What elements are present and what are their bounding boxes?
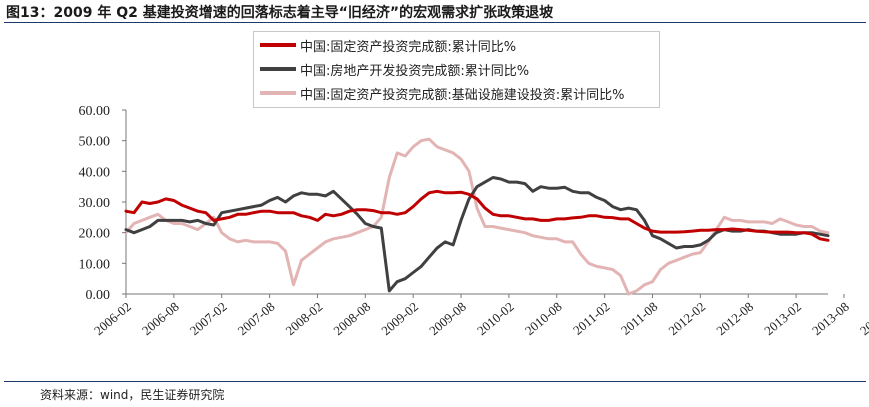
- chart-legend: 中国:固定资产投资完成额:累计同比% 中国:房地产开发投资完成额:累计同比% 中…: [253, 31, 660, 108]
- x-tick-label: 2008-02: [283, 299, 326, 338]
- legend-swatch-real-estate-investment: [260, 67, 296, 71]
- x-tick-label: 2011-02: [570, 299, 612, 338]
- legend-swatch-infrastructure-investment: [260, 91, 296, 95]
- x-tick-label: 2011-08: [618, 299, 660, 338]
- legend-label-infrastructure-investment: 中国:固定资产投资完成额:基础设施建设投资:累计同比%: [300, 87, 625, 103]
- x-tick-label: 2009-08: [426, 299, 469, 338]
- legend-item-fixed-asset-investment: 中国:固定资产投资完成额:累计同比%: [260, 35, 516, 55]
- y-tick-label: 20.00: [79, 227, 111, 242]
- x-tick-label: 2009-02: [378, 299, 421, 338]
- y-axis-ticks: 60.00 50.00 40.00 30.00 20.00 10.00 0.00: [79, 104, 126, 303]
- y-tick-label: 30.00: [79, 196, 111, 211]
- legend-item-infrastructure-investment: 中国:固定资产投资完成额:基础设施建设投资:累计同比%: [260, 83, 625, 103]
- x-tick-label: 2014-02: [857, 299, 869, 338]
- legend-swatch-fixed-asset-investment: [260, 43, 296, 47]
- y-tick-label: 50.00: [79, 135, 111, 150]
- line-chart: 60.00 50.00 40.00 30.00 20.00 10.00 0.00 2006-…: [79, 104, 869, 338]
- chart-series: [124, 137, 830, 296]
- x-axis-ticks: 2006-02 2006-08 2007-02 2007-08 2008-02 2008-…: [91, 294, 869, 338]
- source-note: 资料来源：wind，民生证券研究院: [40, 388, 225, 402]
- series-line-real-estate-investment: [124, 176, 830, 293]
- x-tick-label: 2010-02: [474, 299, 517, 338]
- x-tick-label: 2013-02: [761, 299, 804, 338]
- title-divider: [4, 22, 866, 23]
- legend-item-real-estate-investment: 中国:房地产开发投资完成额:累计同比%: [260, 59, 529, 79]
- series-line-fixed-asset-investment: [124, 189, 830, 242]
- x-tick-label: 2013-08: [809, 299, 852, 338]
- x-tick-label: 2012-02: [665, 299, 708, 338]
- y-tick-label: 0.00: [86, 288, 111, 303]
- y-tick-label: 60.00: [79, 104, 111, 119]
- x-tick-label: 2007-02: [187, 299, 230, 338]
- x-tick-label: 2010-08: [522, 299, 565, 338]
- x-tick-label: 2007-08: [235, 299, 278, 338]
- legend-label-real-estate-investment: 中国:房地产开发投资完成额:累计同比%: [300, 63, 530, 79]
- legend-label-fixed-asset-investment: 中国:固定资产投资完成额:累计同比%: [300, 39, 517, 55]
- x-tick-label: 2006-08: [139, 299, 182, 338]
- y-tick-label: 40.00: [79, 165, 111, 180]
- x-tick-label: 2008-08: [330, 299, 373, 338]
- x-tick-label: 2012-08: [713, 299, 756, 338]
- y-tick-label: 10.00: [79, 257, 111, 272]
- source-divider: [4, 381, 866, 382]
- x-tick-label: 2006-02: [91, 299, 134, 338]
- chart-title: 图13：2009 年 Q2 基建投资增速的回落标志着主导“旧经济”的宏观需求扩张…: [6, 5, 554, 21]
